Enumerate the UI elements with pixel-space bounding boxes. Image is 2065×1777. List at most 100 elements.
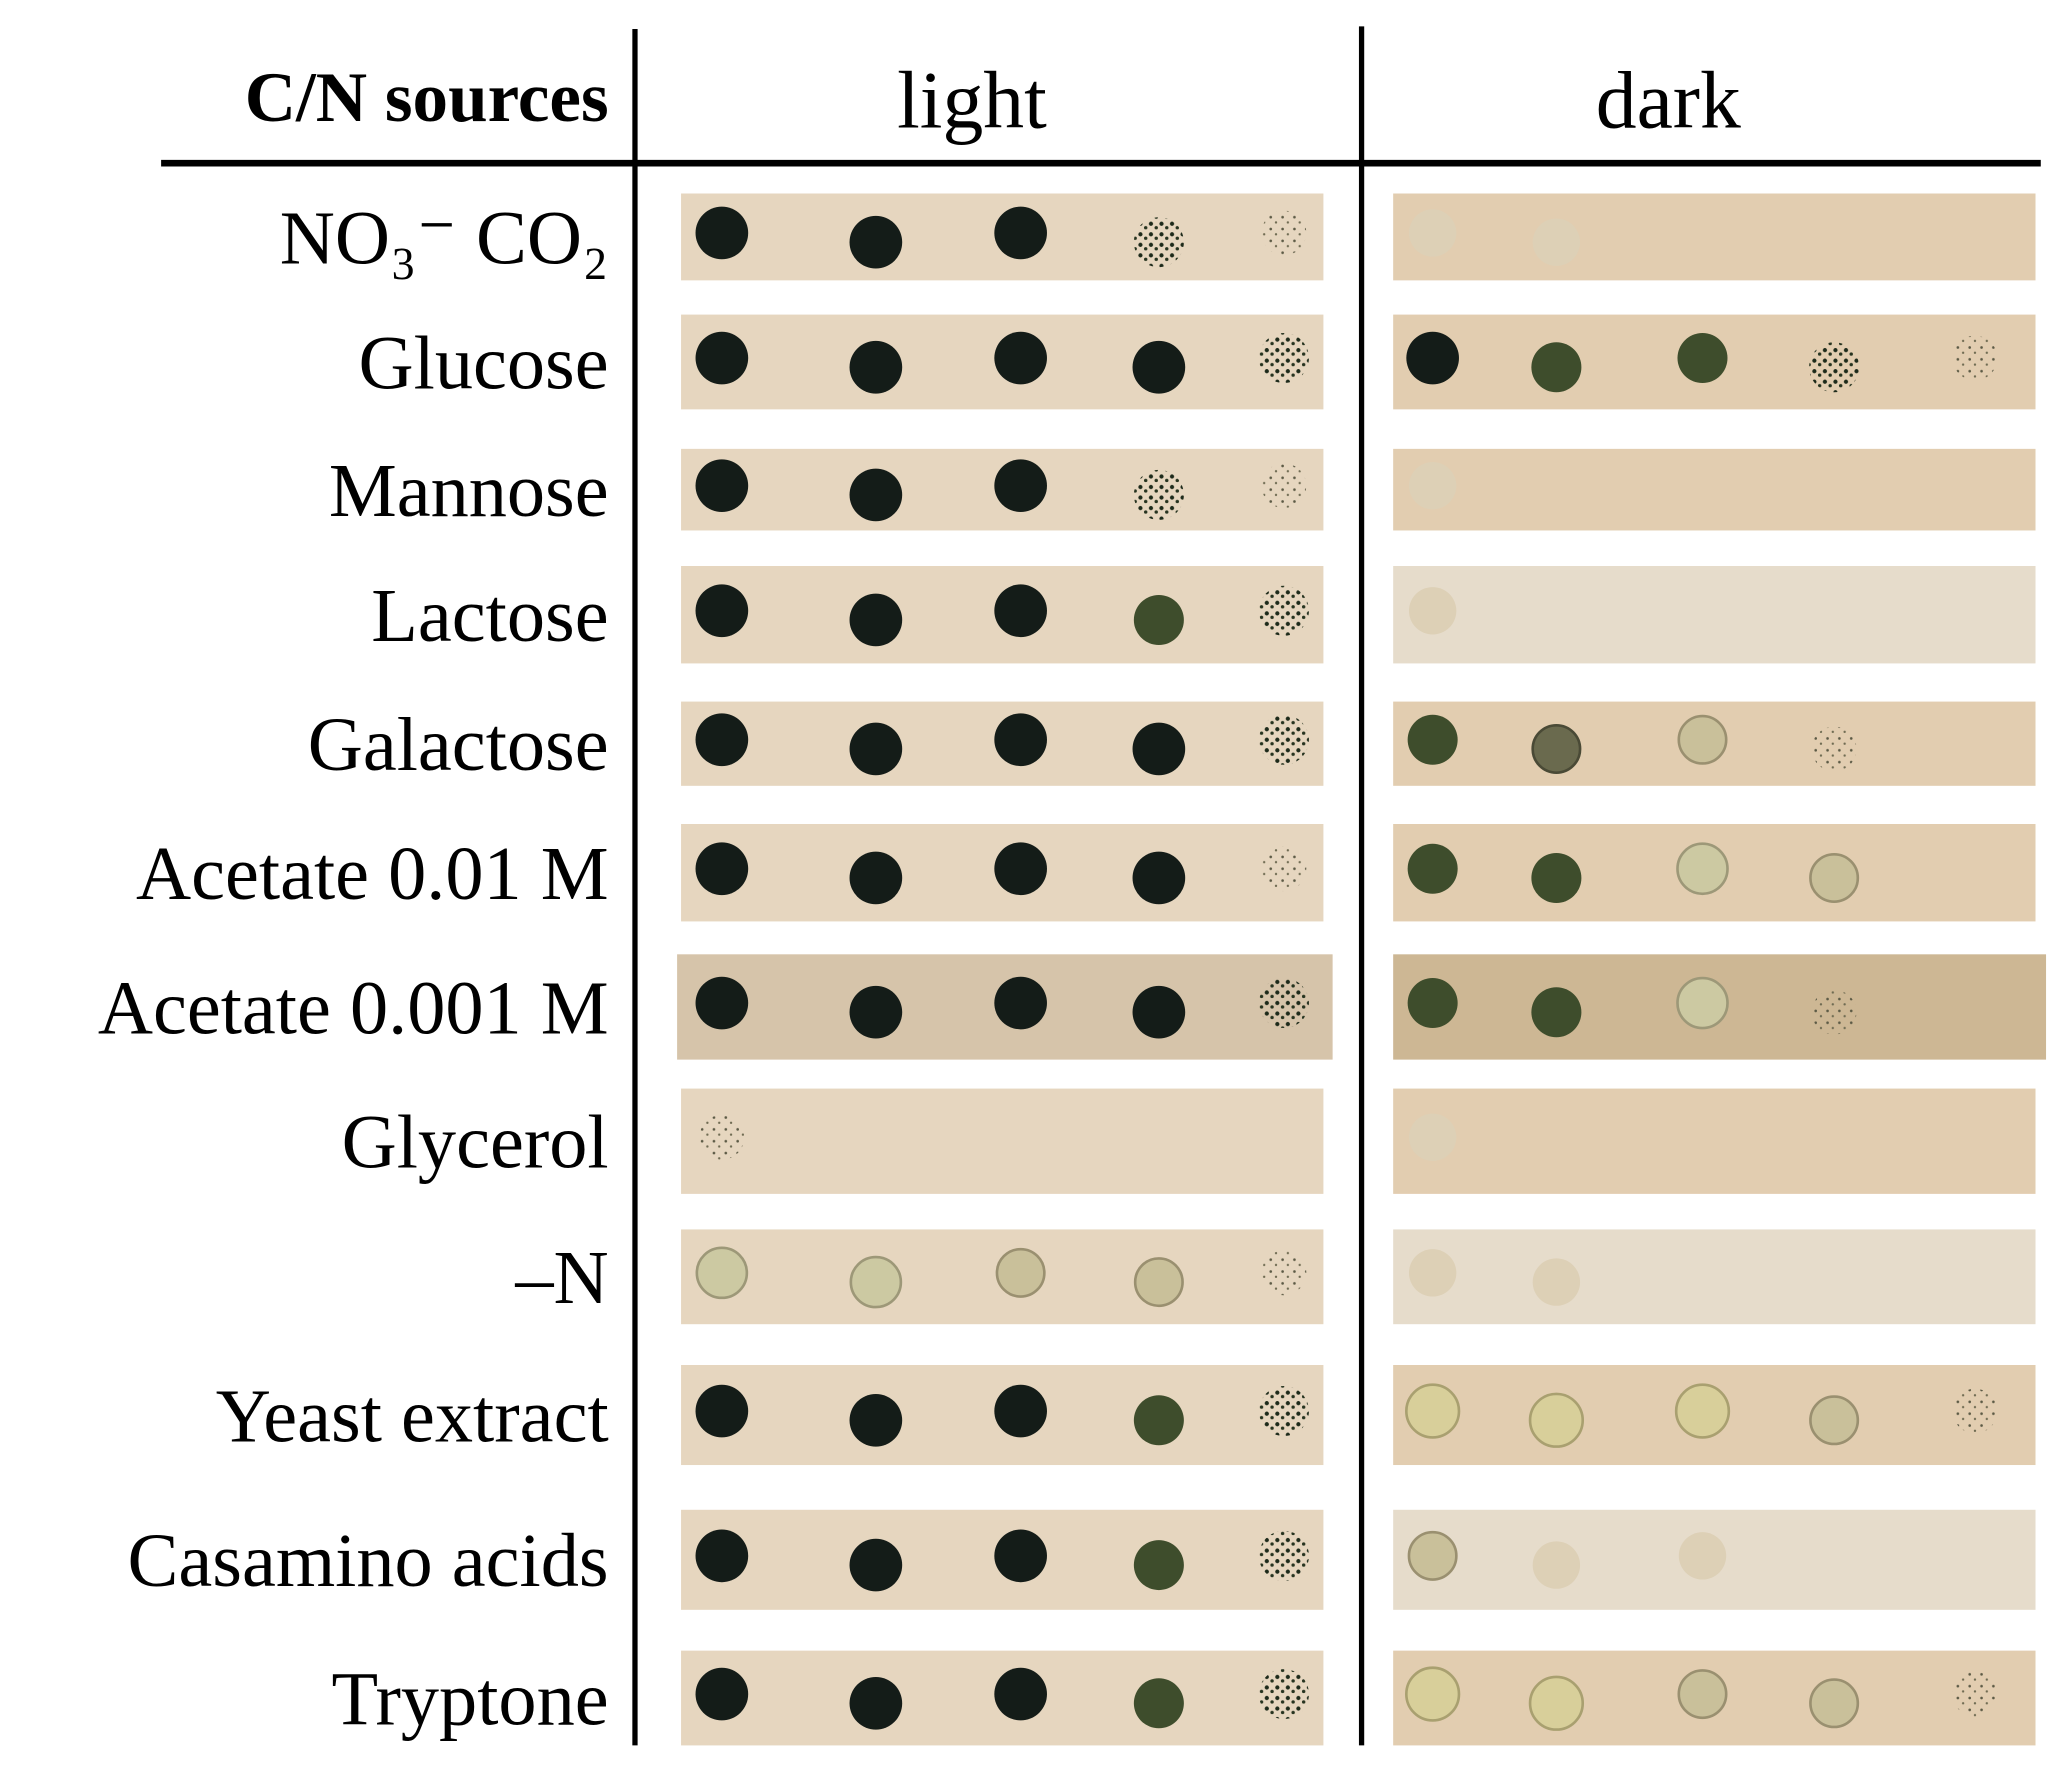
colony-spot [1258,714,1309,765]
colony-spot [695,206,749,260]
colony-spot [1408,1113,1457,1161]
colony-spot [695,842,749,896]
colony-spot [994,459,1047,513]
colony-spot [1258,1530,1309,1581]
colony-spot [695,584,749,638]
colony-spot [1528,1675,1585,1731]
colony-spot [1531,852,1582,903]
colony-spot [1133,469,1184,520]
header-light: light [897,55,1047,146]
colony-spot [1532,218,1581,266]
colony-spot [1952,1671,1998,1717]
row-label: Acetate 0.001 M [98,965,609,1050]
row-label: Tryptone [332,1656,609,1741]
colony-spot [849,468,903,522]
colony-spot [995,1247,1046,1298]
colony-spot [1261,463,1307,509]
colony-spot [695,1667,749,1721]
colony-spot [1952,1388,1998,1434]
colony-spot [849,851,903,905]
colony-spot [1132,722,1186,776]
colony-spot [849,340,903,394]
colony-spot [1676,976,1729,1030]
colony-spot [695,1384,749,1438]
colony-spot [1405,1383,1461,1439]
colony-spot [1809,342,1860,393]
row-label: Glycerol [342,1100,609,1185]
colony-spot [849,1538,903,1592]
colony-spot [1677,333,1728,384]
colony-spot [1677,1669,1728,1720]
colony-spot [849,1393,903,1447]
colony-spot [994,1384,1047,1438]
colony-spot [1407,978,1458,1029]
colony-spot [1258,333,1309,384]
rows: NO₃⁻ CO₂ Glucose Mannose Lactose Galactose Ac… [98,193,2047,1746]
colony-spot [1258,585,1309,636]
colony-spot [1261,1250,1307,1296]
colony-spot [1408,462,1457,510]
colony-spot [994,331,1047,385]
colony-spot [1133,1678,1184,1729]
colony-spot [1132,985,1186,1039]
colony-spot [849,985,903,1039]
colony-spot [1133,594,1184,645]
colony-spot [849,1676,903,1730]
colony-spot [994,842,1047,896]
row-label: Galactose [308,702,609,787]
colony-spot [695,713,749,767]
colony-spot [695,1529,749,1583]
row-label: Lactose [371,573,608,658]
colony-spot [849,593,903,647]
colony-spot [1408,587,1457,635]
colony-spot [1677,714,1728,765]
row-label: –N [514,1235,608,1320]
colony-spot [1811,726,1857,772]
row-label: Yeast extract [216,1373,609,1458]
colony-spot [695,976,749,1030]
colony-spot [1528,1392,1585,1448]
colony-spot [994,1667,1047,1721]
colony-spot [1258,1669,1309,1720]
colony-spot [1405,1666,1461,1722]
colony-spot [849,722,903,776]
colony-spot [994,976,1047,1030]
colony-spot [1952,335,1998,381]
colony-spot [1408,1249,1457,1297]
colony-spot [1811,989,1857,1035]
colony-spot [1531,987,1582,1038]
colony-spot [1809,1678,1860,1729]
colony-spot [1406,331,1459,385]
colony-spot [1133,1395,1184,1446]
colony-spot [1674,1383,1731,1439]
row-label: NO₃⁻ CO₂ [280,195,609,280]
colony-spot [1133,1257,1184,1308]
colony-spot [1407,843,1458,894]
colony-spot [1407,1530,1458,1581]
plate-strip [681,1088,1324,1194]
header-sources: C/N sources [245,59,609,137]
plate-strip [1393,1088,2036,1194]
colony-spot [695,1246,749,1300]
colony-spot [849,1255,903,1309]
plate-strip [1393,566,2036,664]
colony-spot [695,459,749,513]
row-label: Mannose [329,448,609,533]
colony-spot [1809,852,1860,903]
colony-spot [1408,209,1457,257]
colony-spot [1531,342,1582,393]
colony-spot [1261,846,1307,892]
colony-spot [1676,842,1729,896]
colony-spot [1532,1258,1581,1306]
colony-spot [1258,1386,1309,1437]
row-label: Casamino acids [127,1518,608,1603]
colony-spot [1531,723,1582,774]
colony-spot [849,215,903,269]
colony-spot [1407,714,1458,765]
colony-spot [1809,1395,1860,1446]
colony-spot [1261,210,1307,256]
plate-strip [1393,1229,2036,1325]
colony-spot [695,331,749,385]
colony-spot [1132,851,1186,905]
